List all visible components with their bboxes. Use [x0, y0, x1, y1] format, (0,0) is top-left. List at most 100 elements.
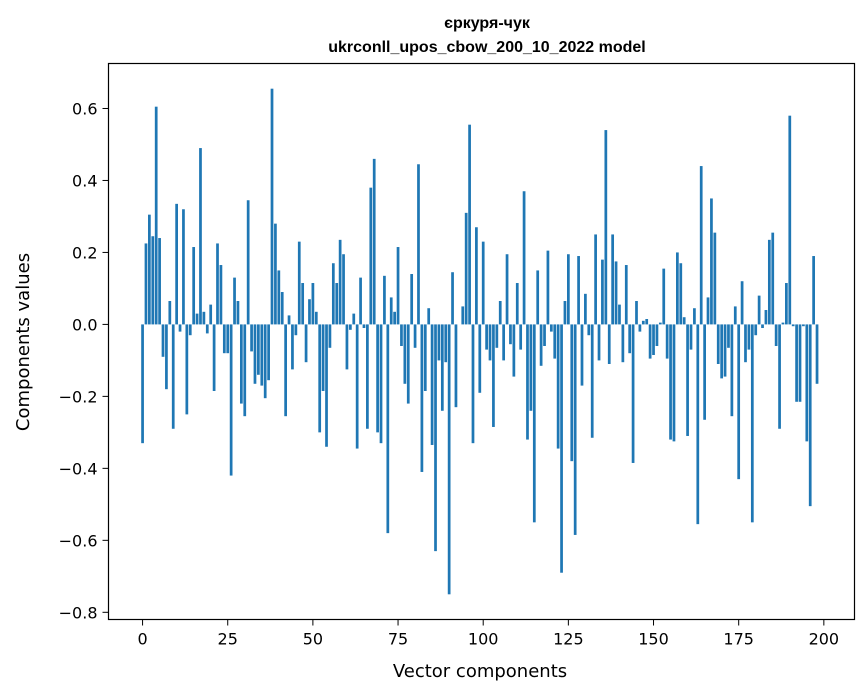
bar: [785, 283, 788, 325]
bar: [519, 324, 523, 350]
bar: [665, 324, 669, 359]
bar: [611, 234, 615, 325]
bar: [154, 106, 158, 325]
bar: [202, 311, 206, 325]
bar: [573, 324, 577, 535]
bar: [614, 261, 618, 325]
bar: [434, 324, 437, 552]
x-axis-label: Vector components: [393, 661, 567, 682]
bar: [669, 324, 672, 440]
bar: [655, 324, 659, 346]
bar: [774, 324, 778, 346]
x-tick-label: 100: [468, 630, 499, 649]
bar: [536, 270, 540, 325]
bar: [260, 324, 264, 386]
bar: [812, 256, 815, 325]
x-tick-label: 50: [303, 630, 323, 649]
y-tick-label: 0.6: [72, 99, 97, 118]
plot-frame: [107, 62, 856, 621]
x-tick-label: 175: [723, 630, 754, 649]
bar: [546, 250, 550, 325]
bar: [396, 247, 400, 325]
y-axis-label: Components values: [13, 253, 34, 431]
bar: [802, 324, 805, 327]
bar: [696, 324, 700, 525]
bar: [621, 324, 625, 363]
bar: [386, 324, 390, 534]
bar: [376, 324, 379, 433]
bar: [199, 148, 202, 325]
x-tick-label: 75: [388, 630, 408, 649]
bar: [515, 283, 519, 325]
bar: [475, 227, 478, 325]
bar: [723, 324, 727, 377]
y-tick-label: −0.4: [59, 459, 98, 478]
y-tick-label: 0.2: [72, 243, 97, 262]
bar: [168, 301, 172, 325]
bar: [372, 158, 376, 325]
bar: [553, 324, 557, 359]
bar: [444, 324, 448, 363]
bar: [624, 265, 628, 325]
bar: [355, 324, 359, 449]
bar: [570, 324, 574, 462]
bar: [597, 324, 601, 361]
bar: [393, 311, 396, 325]
bar: [141, 324, 144, 444]
bar: [246, 200, 250, 325]
bar: [641, 320, 645, 325]
bar: [192, 247, 196, 325]
bar: [280, 292, 284, 325]
bar: [342, 254, 345, 325]
bar: [693, 308, 696, 325]
bar: [243, 324, 247, 417]
bar: [778, 324, 781, 429]
bar: [366, 324, 369, 429]
bar: [505, 254, 509, 325]
bar: [216, 243, 219, 325]
x-tick-label: 25: [218, 630, 238, 649]
bar: [451, 272, 454, 325]
x-axis-ticks: 0 25 50 75 100 125 150 175 200: [137, 619, 839, 649]
bar: [430, 324, 434, 445]
bar: [567, 254, 570, 325]
bar: [222, 324, 226, 354]
bar: [492, 324, 495, 427]
bar: [781, 322, 785, 325]
bar: [716, 324, 720, 364]
bar: [359, 277, 362, 325]
bar: [604, 130, 608, 325]
bar: [209, 304, 213, 325]
bar: [750, 324, 754, 523]
bar: [485, 324, 488, 350]
bar: [628, 324, 632, 354]
bar: [253, 324, 257, 384]
bar: [314, 311, 318, 325]
bar: [468, 124, 471, 325]
bar: [699, 166, 703, 325]
bar: [543, 324, 546, 346]
bar: [635, 301, 638, 325]
bar: [171, 324, 175, 429]
bar: [148, 214, 151, 325]
bar: [706, 297, 710, 325]
bar: [406, 324, 410, 404]
bar: [383, 275, 386, 325]
bar: [672, 324, 676, 442]
bar: [733, 306, 737, 325]
bar: [423, 324, 427, 391]
bar: [815, 324, 819, 384]
bar: [631, 324, 635, 463]
bar: [549, 324, 553, 332]
bar: [257, 324, 260, 375]
bar: [379, 324, 383, 444]
bar: [417, 164, 420, 325]
bar: [529, 324, 533, 411]
bar: [498, 301, 502, 325]
bar: [311, 283, 315, 325]
bar: [165, 324, 168, 390]
bar: [239, 324, 243, 404]
bar: [403, 324, 407, 384]
bar: [461, 306, 465, 325]
